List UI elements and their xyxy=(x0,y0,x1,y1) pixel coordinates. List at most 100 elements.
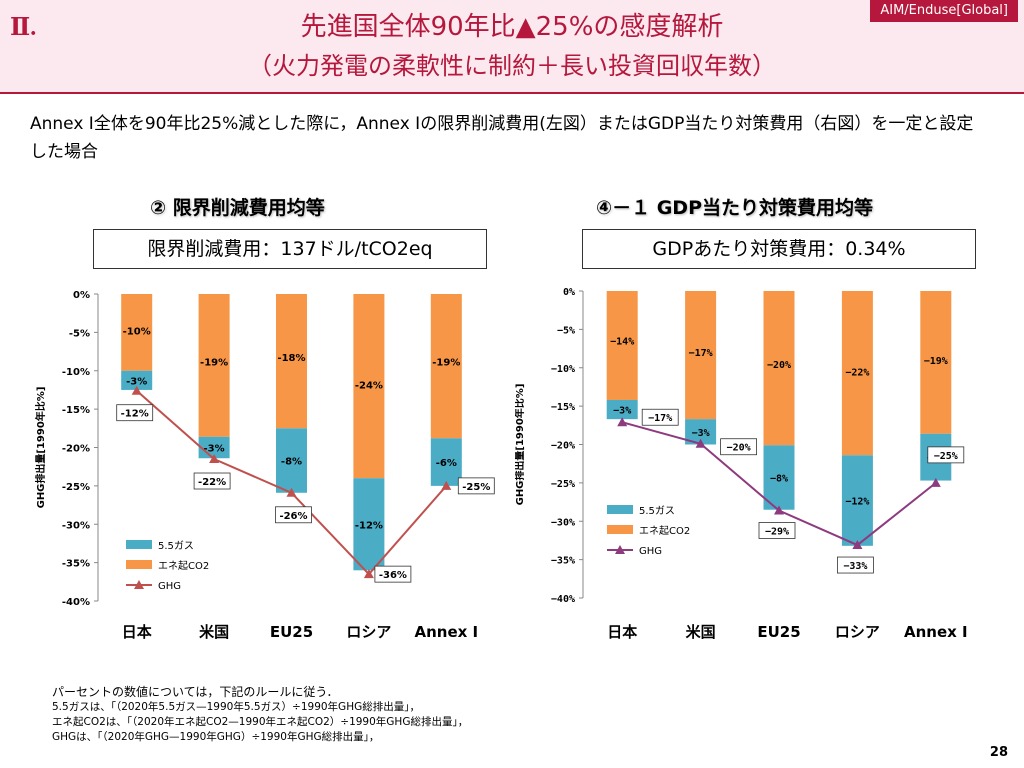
bar-co2 xyxy=(198,294,230,437)
ghg-marker xyxy=(852,540,863,550)
y-tick-label: -35% xyxy=(62,559,90,570)
y-tick-label: 0% xyxy=(73,290,90,301)
right-cost-box: GDPあたり対策費用：0.34% xyxy=(582,229,976,269)
legend-label-co2: エネ起CO2 xyxy=(158,560,209,572)
right-chart-title: ④－１ GDP当たり対策費用均等 xyxy=(596,197,873,219)
bar-label-co2: −17% xyxy=(689,348,713,359)
ghg-label: -22% xyxy=(198,477,226,488)
ghg-label: −29% xyxy=(765,527,789,538)
ghg-label: -12% xyxy=(121,409,149,420)
bar-co2 xyxy=(430,294,462,439)
category-label: 日本 xyxy=(607,623,637,641)
ghg-label: -26% xyxy=(279,511,307,522)
y-axis-label: GHG排出量[1990年比%] xyxy=(515,384,526,506)
bar-co2 xyxy=(606,291,638,400)
ghg-marker xyxy=(286,487,297,497)
ghg-marker xyxy=(930,477,941,487)
left-cost-box: 限界削減費用：137ドル/tCO2eq xyxy=(93,229,487,269)
y-tick-label: −20% xyxy=(551,441,575,452)
bar-co2 xyxy=(920,291,952,434)
left-chart-title: ② 限界削減費用均等 xyxy=(150,197,325,219)
ghg-label: −25% xyxy=(934,451,958,462)
bar-label-co2: −19% xyxy=(924,356,948,367)
category-label: ロシア xyxy=(835,623,880,641)
bar-co2 xyxy=(841,291,873,456)
bar-label-co2: −20% xyxy=(767,360,791,371)
bar-gas xyxy=(276,428,307,493)
bar-label-co2: -19% xyxy=(200,357,228,368)
note-gas: 5.5ガスは、「（2020年5.5ガス—1990年5.5ガス）÷1990年GHG… xyxy=(52,701,420,713)
y-tick-label: -30% xyxy=(62,520,90,531)
y-tick-label: −40% xyxy=(551,594,575,605)
legend-marker-ghg xyxy=(134,580,144,589)
legend-label-ghg: GHG xyxy=(639,546,662,557)
bar-gas xyxy=(121,370,153,390)
model-badge: AIM/Enduse[Global] xyxy=(870,0,1018,22)
ghg-label: −33% xyxy=(843,561,867,572)
ghg-label-box xyxy=(457,477,495,495)
category-label: 米国 xyxy=(199,623,229,641)
bar-label-co2: -24% xyxy=(355,380,383,391)
category-label: EU25 xyxy=(270,623,313,641)
category-label: Annex I xyxy=(414,623,478,641)
legend-swatch-co2 xyxy=(126,560,152,569)
bar-co2 xyxy=(276,294,307,429)
y-tick-label: −25% xyxy=(551,479,575,490)
ghg-label: -25% xyxy=(462,482,490,493)
slide-title: 先進国全体90年比▲25%の感度解析 xyxy=(300,12,724,42)
ghg-label-box xyxy=(836,556,874,574)
bar-label-gas: −12% xyxy=(845,497,869,508)
section-number: Ⅱ. xyxy=(10,15,37,41)
note-co2: エネ起CO2は、「（2020年エネ起CO2—1990年エネ起CO2）÷1990年… xyxy=(52,716,469,728)
ghg-marker xyxy=(441,480,452,490)
ghg-label: -36% xyxy=(379,570,407,581)
bar-label-gas: -3% xyxy=(204,444,225,455)
bar-co2 xyxy=(121,294,153,371)
y-tick-label: -25% xyxy=(62,482,90,493)
y-tick-label: −5% xyxy=(557,325,575,336)
bar-label-gas: -12% xyxy=(355,520,383,531)
legend-marker-ghg xyxy=(615,545,625,554)
legend-swatch-gas xyxy=(126,540,152,549)
bar-gas xyxy=(763,445,795,510)
y-tick-label: −35% xyxy=(551,556,575,567)
ghg-label-box xyxy=(641,408,679,426)
y-tick-label: −15% xyxy=(551,402,575,413)
notes: パーセントの数値については，下記のルールに従う． 5.5ガスは、「（2020年5… xyxy=(52,685,972,745)
ghg-label-box xyxy=(193,472,231,490)
ghg-label-box xyxy=(720,438,758,456)
bar-label-co2: -18% xyxy=(277,353,305,364)
ghg-label-box xyxy=(374,565,412,583)
category-label: Annex I xyxy=(904,623,968,641)
bar-co2 xyxy=(353,294,385,479)
category-label: 日本 xyxy=(122,623,152,641)
ghg-label-box xyxy=(116,404,154,422)
legend-swatch-gas xyxy=(607,505,633,514)
bar-label-co2: −14% xyxy=(610,337,634,348)
bar-gas xyxy=(353,478,385,571)
y-axis-label: GHG排出量[1990年比%] xyxy=(34,387,47,509)
y-tick-label: -10% xyxy=(62,367,90,378)
bar-co2 xyxy=(763,291,795,446)
slide-subtitle: （火力発電の柔軟性に制約＋長い投資回収年数） xyxy=(248,52,776,80)
category-label: EU25 xyxy=(757,623,800,641)
bar-label-co2: -10% xyxy=(123,327,151,338)
y-tick-label: -15% xyxy=(62,405,90,416)
y-tick-label: -5% xyxy=(69,328,90,339)
bar-label-gas: -3% xyxy=(126,376,147,387)
bar-label-gas: −8% xyxy=(770,474,788,485)
ghg-marker xyxy=(131,385,142,395)
y-tick-label: −30% xyxy=(551,517,575,528)
ghg-marker xyxy=(617,417,628,427)
left-chart: GHG排出量[1990年比%] 0% -5% -10% -15% -20% -25% -30%… xyxy=(34,290,495,641)
legend-label-ghg: GHG xyxy=(158,581,181,592)
ghg-marker xyxy=(695,438,706,448)
bar-gas xyxy=(430,438,462,486)
bar-gas xyxy=(841,455,873,546)
legend-label-gas: 5.5ガス xyxy=(639,505,675,517)
description-text: Annex I全体を90年比25%減とした際に，Annex Iの限界削減費用(左… xyxy=(30,114,974,162)
right-chart: GHG排出量[1990年比%] 0% −5% −10% −15% −20% −25% −30%… xyxy=(515,287,968,641)
category-label: 米国 xyxy=(686,623,716,641)
note-rule: パーセントの数値については，下記のルールに従う． xyxy=(52,685,339,699)
legend-label-gas: 5.5ガス xyxy=(158,540,194,552)
